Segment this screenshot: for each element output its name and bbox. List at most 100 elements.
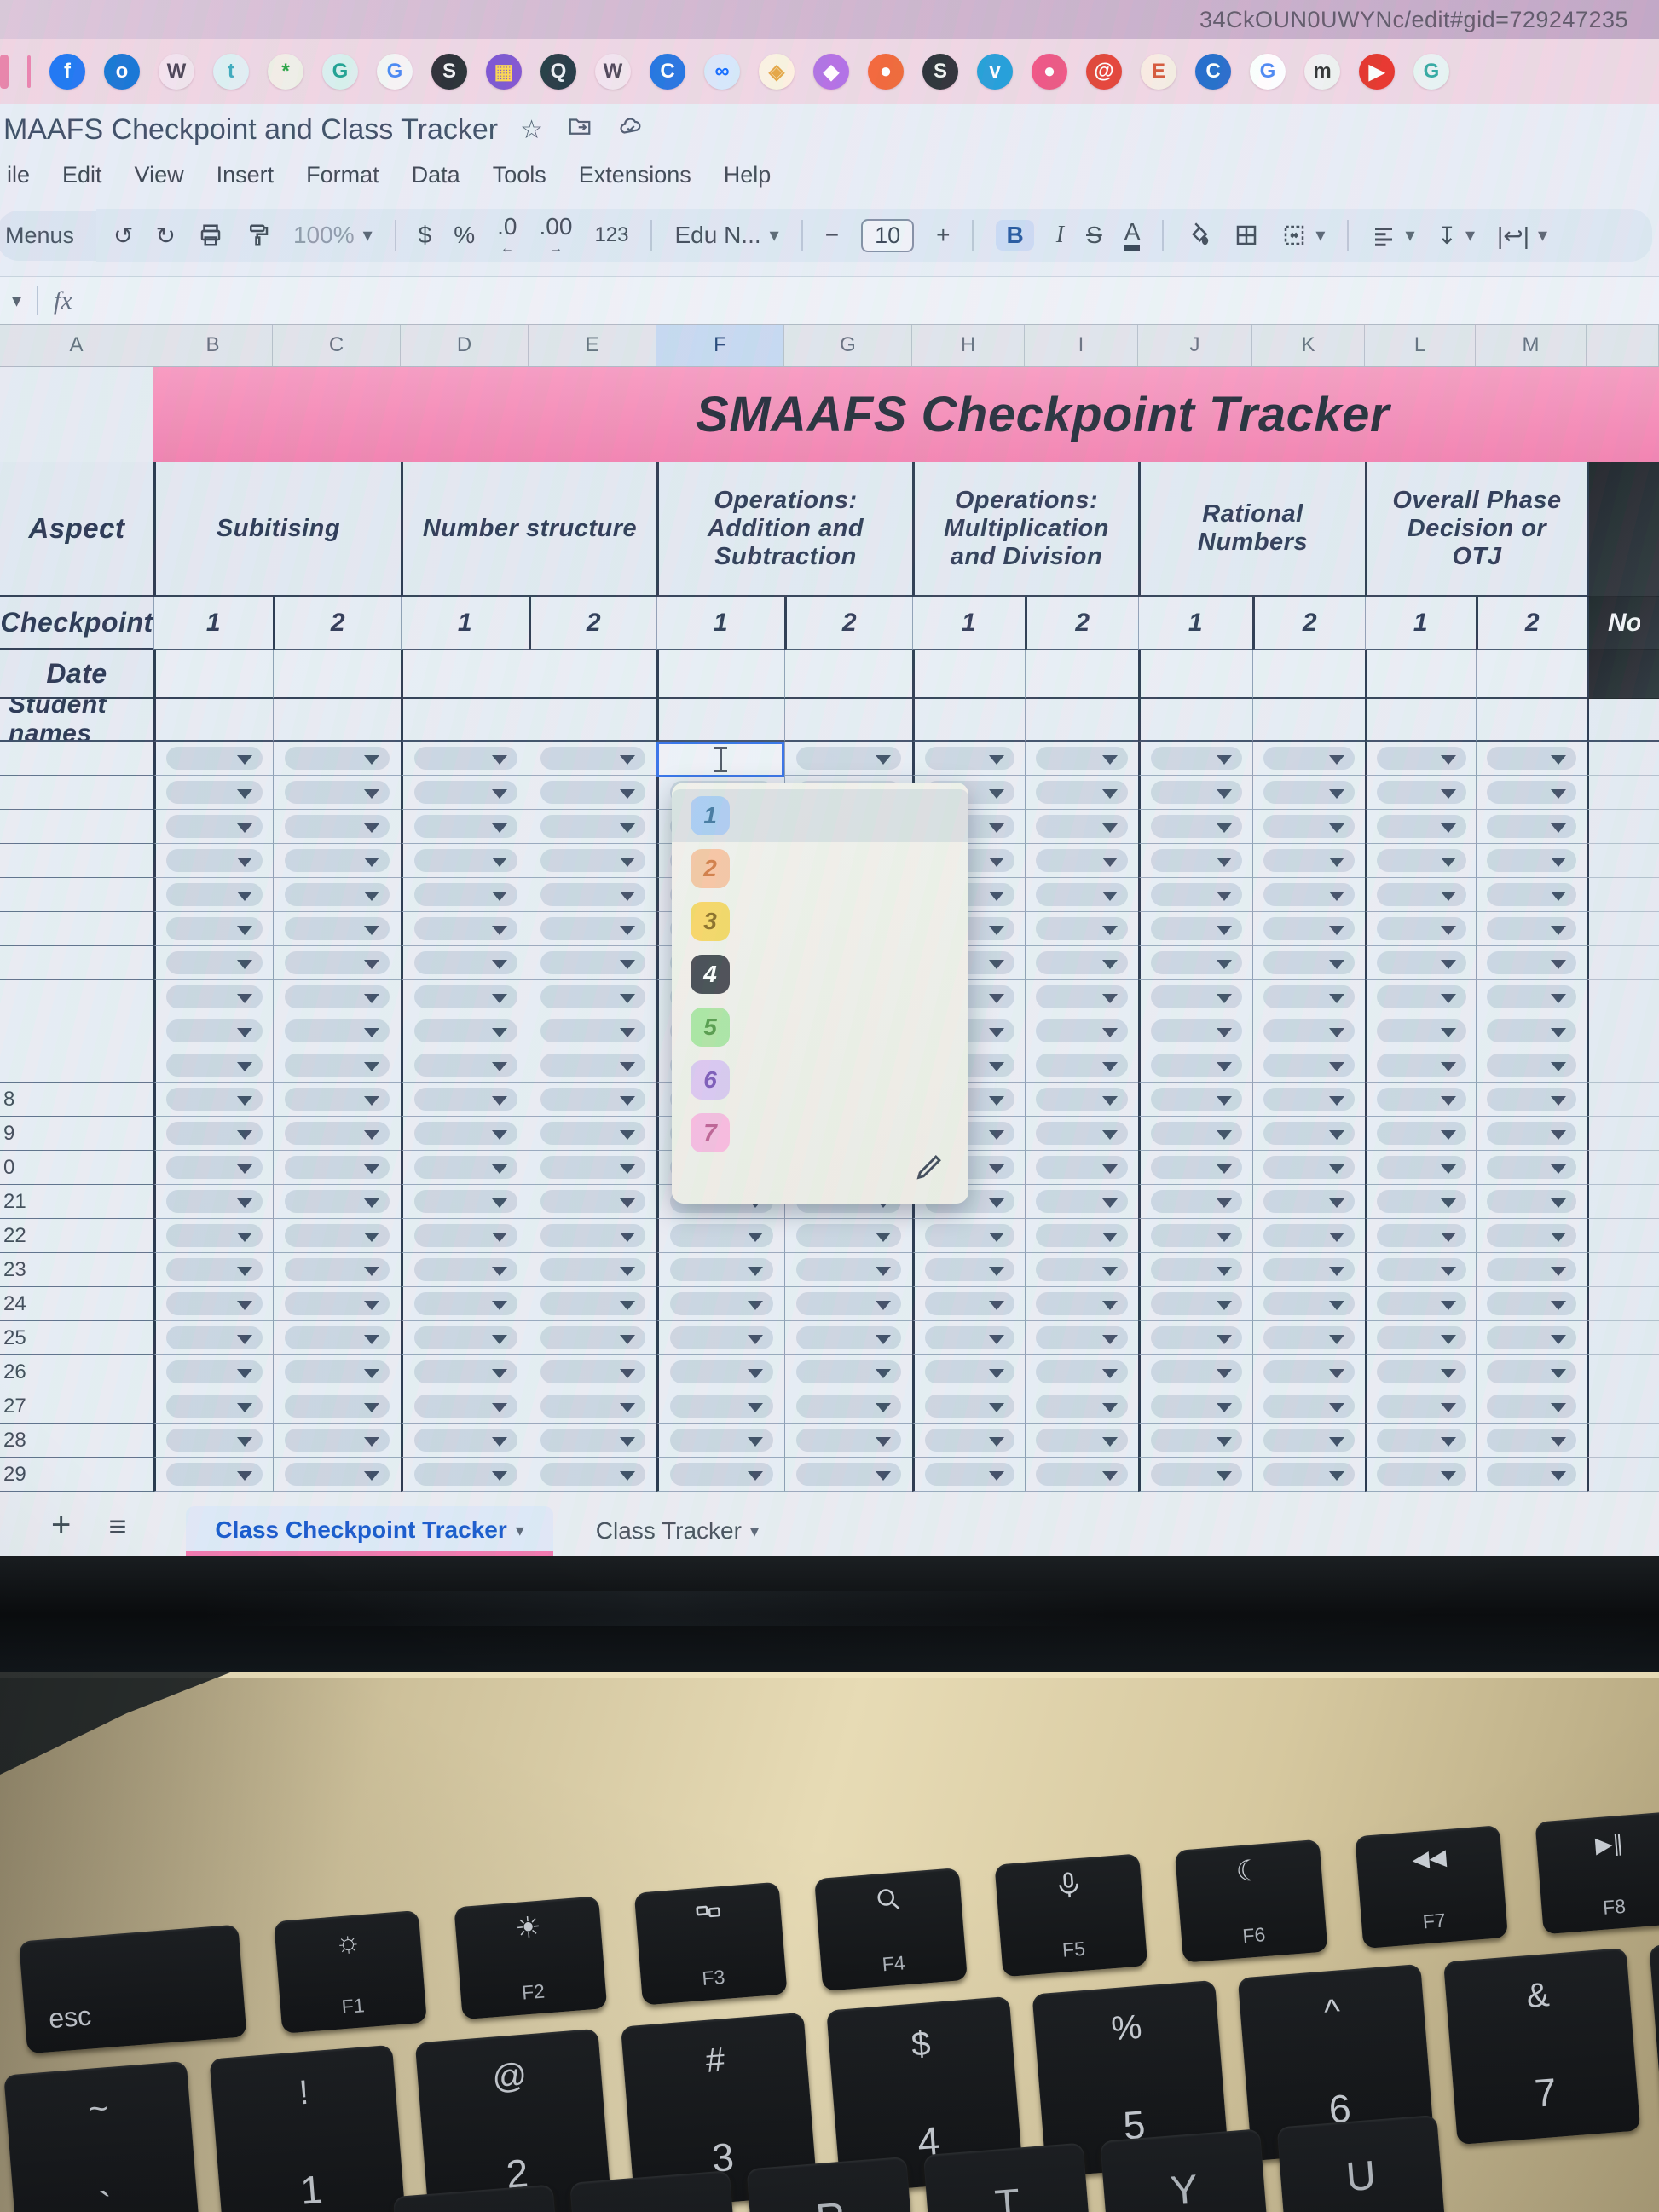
- dropdown-chip[interactable]: [1150, 815, 1243, 838]
- dropdown-cell[interactable]: [153, 776, 273, 810]
- dropdown-chip[interactable]: [540, 781, 645, 804]
- bookmark-favicon[interactable]: ▦: [486, 54, 522, 90]
- dropdown-chip[interactable]: [285, 781, 390, 804]
- dropdown-cell[interactable]: [529, 1321, 656, 1355]
- dropdown-cell[interactable]: [401, 1014, 529, 1048]
- dropdown-cell[interactable]: [656, 1355, 784, 1389]
- dropdown-chip[interactable]: [1035, 1088, 1129, 1111]
- checkpoint-number-cell[interactable]: 2: [1025, 597, 1138, 650]
- dropdown-chip[interactable]: [796, 1326, 901, 1349]
- increase-decimal-button[interactable]: .00 →: [539, 213, 573, 256]
- dropdown-chip[interactable]: [1035, 1360, 1129, 1383]
- dropdown-option[interactable]: 4: [672, 948, 968, 1001]
- dropdown-cell[interactable]: [1365, 1185, 1476, 1219]
- dropdown-chip[interactable]: [166, 781, 263, 804]
- dropdown-chip[interactable]: [285, 1190, 390, 1213]
- notes-cell[interactable]: [1587, 1389, 1659, 1424]
- dropdown-cell[interactable]: [784, 1458, 912, 1492]
- cell[interactable]: [656, 699, 784, 742]
- dropdown-cell[interactable]: [1252, 1355, 1365, 1389]
- dropdown-cell[interactable]: [1476, 1014, 1587, 1048]
- dropdown-cell[interactable]: [1252, 1117, 1365, 1151]
- dropdown-chip[interactable]: [285, 1326, 390, 1349]
- dropdown-cell[interactable]: [1252, 1048, 1365, 1083]
- dropdown-cell[interactable]: [529, 1083, 656, 1117]
- dropdown-chip[interactable]: [166, 1360, 263, 1383]
- notes-cell[interactable]: [1587, 810, 1659, 844]
- dropdown-chip[interactable]: [1035, 883, 1129, 906]
- dropdown-cell[interactable]: [401, 1151, 529, 1185]
- dropdown-chip[interactable]: [1486, 747, 1577, 770]
- dropdown-chip[interactable]: [414, 1360, 517, 1383]
- column-header[interactable]: C: [273, 325, 401, 366]
- dropdown-chip[interactable]: [1377, 1088, 1466, 1111]
- menu-item[interactable]: View: [134, 161, 184, 188]
- menu-item[interactable]: Format: [306, 161, 379, 188]
- dropdown-chip[interactable]: [796, 1360, 901, 1383]
- dropdown-cell[interactable]: [401, 1321, 529, 1355]
- dropdown-chip[interactable]: [285, 1429, 390, 1452]
- dropdown-cell[interactable]: [1365, 844, 1476, 878]
- dropdown-cell[interactable]: [656, 1287, 784, 1321]
- aspect-group-cell[interactable]: Subitising: [153, 462, 401, 597]
- dropdown-chip[interactable]: [285, 883, 390, 906]
- notes-cell[interactable]: [1587, 1083, 1659, 1117]
- letter-key[interactable]: T: [922, 2142, 1097, 2212]
- dropdown-chip[interactable]: [796, 1292, 901, 1315]
- key-f1[interactable]: ☼ F1: [274, 1909, 427, 2034]
- dropdown-chip[interactable]: [166, 1395, 263, 1418]
- redo-icon[interactable]: ↻: [155, 222, 176, 249]
- dropdown-chip[interactable]: [670, 1292, 773, 1315]
- dropdown-cell[interactable]: [1138, 1321, 1252, 1355]
- dropdown-cell[interactable]: [273, 1151, 401, 1185]
- dropdown-chip[interactable]: [540, 917, 645, 940]
- dropdown-chip[interactable]: [285, 1360, 390, 1383]
- dropdown-chip[interactable]: [166, 1156, 263, 1179]
- cell[interactable]: [1587, 699, 1659, 742]
- dropdown-chip[interactable]: [924, 1360, 1015, 1383]
- dropdown-cell[interactable]: [1138, 1048, 1252, 1083]
- dropdown-chip[interactable]: [414, 849, 517, 872]
- dropdown-cell[interactable]: [1138, 1287, 1252, 1321]
- dropdown-chip[interactable]: [1150, 747, 1243, 770]
- dropdown-cell[interactable]: [784, 1424, 912, 1458]
- dropdown-cell[interactable]: [529, 1048, 656, 1083]
- dropdown-cell[interactable]: [153, 878, 273, 912]
- dropdown-chip[interactable]: [1150, 1326, 1243, 1349]
- dropdown-cell[interactable]: [1252, 1151, 1365, 1185]
- undo-icon[interactable]: ↺: [113, 222, 134, 249]
- dropdown-cell[interactable]: [153, 1117, 273, 1151]
- dropdown-chip[interactable]: [540, 1429, 645, 1452]
- dropdown-cell[interactable]: [1365, 776, 1476, 810]
- dropdown-chip[interactable]: [414, 985, 517, 1008]
- dropdown-cell[interactable]: [401, 1219, 529, 1253]
- dropdown-chip[interactable]: [540, 1463, 645, 1486]
- student-name-cell[interactable]: 22: [0, 1219, 153, 1253]
- dropdown-chip[interactable]: [285, 1395, 390, 1418]
- edit-dropdown-pencil-icon[interactable]: [914, 1150, 946, 1187]
- dropdown-cell[interactable]: [529, 742, 656, 776]
- dropdown-chip[interactable]: [540, 951, 645, 974]
- dropdown-option-chip[interactable]: 2: [691, 849, 730, 888]
- dropdown-chip[interactable]: [540, 815, 645, 838]
- dropdown-cell[interactable]: [273, 776, 401, 810]
- dropdown-chip[interactable]: [1263, 1019, 1356, 1042]
- aspect-group-cell[interactable]: Number structure: [401, 462, 656, 597]
- dropdown-cell[interactable]: [1365, 878, 1476, 912]
- bookmark-favicon[interactable]: ●: [1032, 54, 1067, 90]
- dropdown-cell[interactable]: [1476, 1287, 1587, 1321]
- dropdown-chip[interactable]: [1377, 1326, 1466, 1349]
- dropdown-cell[interactable]: [153, 1287, 273, 1321]
- aspect-group-cell[interactable]: Operations: Multiplication and Division: [912, 462, 1138, 597]
- checkpoint-number-cell[interactable]: 2: [1476, 597, 1587, 650]
- dropdown-cell[interactable]: [1252, 1083, 1365, 1117]
- dropdown-chip[interactable]: [166, 1122, 263, 1145]
- number-key[interactable]: ! 1: [209, 2044, 407, 2212]
- dropdown-cell[interactable]: [401, 1355, 529, 1389]
- dropdown-chip[interactable]: [1263, 1326, 1356, 1349]
- dropdown-chip[interactable]: [1263, 1190, 1356, 1213]
- notes-header-cell-top[interactable]: [1587, 462, 1659, 597]
- dropdown-cell[interactable]: [273, 878, 401, 912]
- dropdown-cell[interactable]: [1025, 1083, 1138, 1117]
- dropdown-chip[interactable]: [1263, 883, 1356, 906]
